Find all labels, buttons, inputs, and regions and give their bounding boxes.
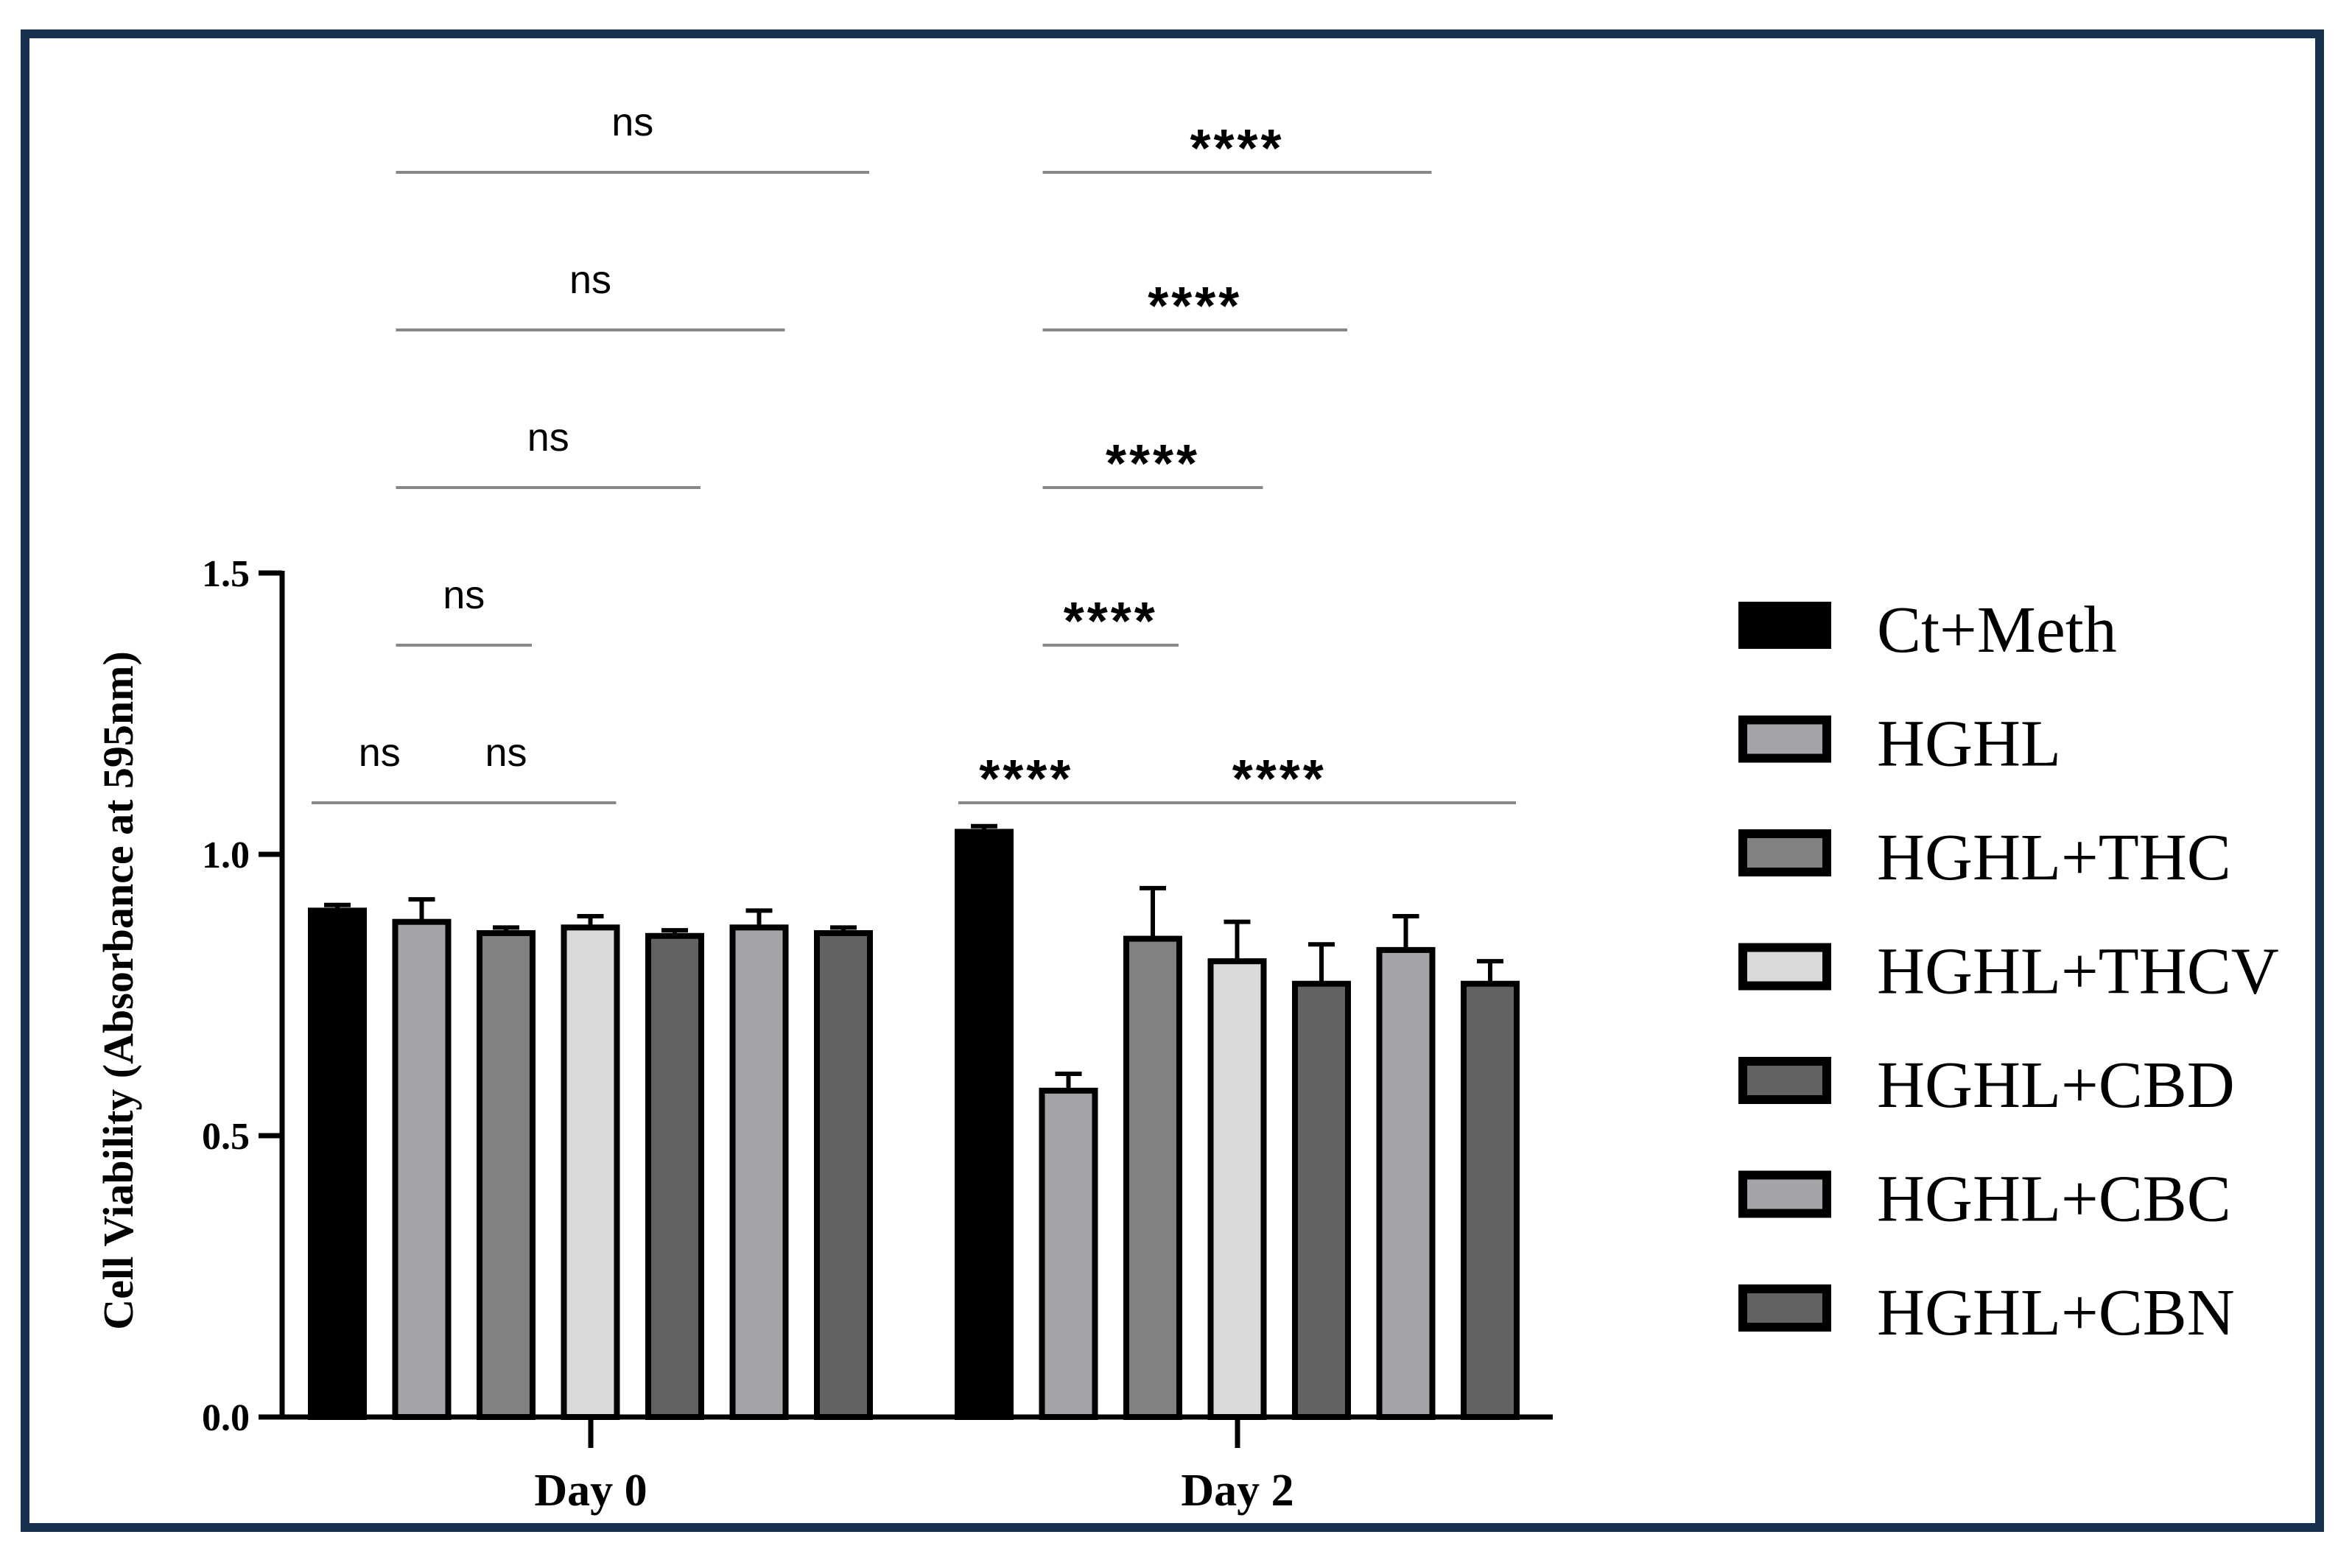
legend-label: HGHL+THC (1877, 821, 2231, 894)
y-tick-label: 0.0 (202, 1397, 250, 1439)
bar (308, 907, 367, 1420)
y-tick-label: 1.0 (202, 834, 250, 876)
x-tick-label: Day 0 (534, 1466, 647, 1516)
legend-label: Ct+Meth (1877, 594, 2117, 667)
significance-label: **** (1232, 750, 1327, 809)
legend-label: HGHL+CBN (1877, 1276, 2235, 1349)
significance-label: ns (527, 415, 569, 460)
bar (477, 929, 536, 1420)
bars (308, 823, 1520, 1421)
significance-label: **** (1106, 435, 1200, 493)
significance-label: ns (569, 258, 611, 302)
significance-label: ns (359, 731, 401, 775)
bar (1376, 946, 1436, 1420)
bar (645, 932, 704, 1420)
y-axis-label: Cell Viability (Absorbance at 595nm) (94, 651, 142, 1330)
legend-swatch (1738, 1057, 1831, 1104)
significance-label: ns (485, 731, 527, 775)
significance-label: **** (1064, 592, 1158, 651)
bar (729, 924, 789, 1420)
legend-swatch (1738, 1170, 1831, 1218)
legend: Ct+Meth HGHL HGHL+THC HGHL+THCV HGHL+CBD HGHL… (1738, 594, 2279, 1349)
bar (955, 829, 1014, 1420)
y-axis-title: Cell Viability (Absorbance at 595nm) (94, 651, 142, 1330)
significance-label: **** (979, 750, 1073, 809)
x-tick-label: Day 2 (1181, 1466, 1293, 1516)
significance-label: ns (611, 100, 653, 144)
bar (1123, 935, 1182, 1420)
legend-swatch (1738, 829, 1831, 876)
bar (392, 918, 452, 1421)
bar (1039, 1087, 1098, 1420)
legend-label: HGHL (1877, 708, 2061, 781)
y-tick-label: 1.5 (202, 553, 250, 595)
y-tick-label: 0.5 (202, 1116, 250, 1158)
significance-annotations: ns ns ns ns ns ns **** **** **** **** **** **** (312, 100, 1516, 809)
legend-swatch (1738, 943, 1831, 991)
significance-label: ns (443, 573, 485, 617)
bar (1292, 980, 1351, 1420)
legend-swatch (1738, 715, 1831, 763)
axes: 0.0 0.5 1.0 1.5 Day 0 Day 2 (202, 553, 1553, 1516)
bar (1461, 980, 1520, 1420)
legend-swatch (1738, 602, 1831, 649)
legend-label: HGHL+CBD (1877, 1049, 2235, 1122)
legend-label: HGHL+CBC (1877, 1163, 2231, 1236)
bar (561, 924, 620, 1420)
bar (814, 929, 873, 1420)
significance-label: **** (1190, 119, 1284, 178)
legend-swatch (1738, 1284, 1831, 1332)
legend-label: HGHL+THCV (1877, 935, 2279, 1008)
significance-label: **** (1148, 277, 1242, 336)
bar (1207, 958, 1267, 1421)
